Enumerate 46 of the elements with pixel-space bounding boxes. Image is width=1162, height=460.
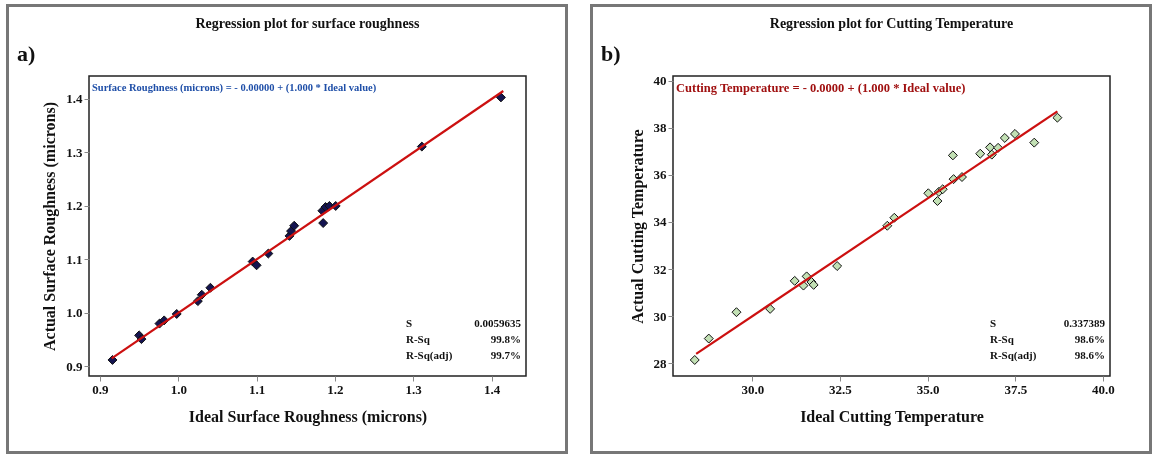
x-axis-title: Ideal Surface Roughness (microns) — [188, 407, 428, 426]
chart-title: Regression plot for Cutting Temperature — [769, 16, 1014, 31]
x-tick-label: 40.0 — [1092, 381, 1115, 397]
y-tick-label: 38 — [653, 120, 667, 136]
x-tick-label: 37.5 — [1004, 381, 1028, 397]
annotation: S — [990, 317, 997, 329]
y-tick-label: 1.4 — [66, 91, 83, 107]
annotation: Surface Roughness (microns) = - 0.00000 + (1.000 * Ideal value) — [92, 82, 377, 94]
x-tick-label: 1.2 — [327, 381, 344, 397]
y-axis-title: Actual Surface Roughness (microns) — [41, 101, 60, 352]
annotation: 0.337389 — [1063, 317, 1106, 329]
annotation: 98.6% — [1074, 349, 1105, 361]
annotation: R-Sq — [406, 333, 431, 345]
y-tick-label: 1.3 — [66, 144, 83, 160]
x-tick-label: 0.9 — [92, 381, 110, 397]
x-tick-label: 30.0 — [741, 381, 765, 397]
y-tick-label: 0.9 — [66, 358, 83, 374]
annotation: R-Sq(adj) — [406, 349, 453, 362]
y-tick-label: 36 — [653, 167, 667, 183]
text: a) — [17, 41, 36, 66]
y-tick-label: 30 — [653, 308, 667, 324]
y-tick-label: 34 — [653, 214, 667, 230]
x-tick-label: 1.0 — [170, 381, 187, 397]
y-tick-label: 40 — [653, 73, 667, 89]
annotation: 98.6% — [1074, 333, 1105, 345]
x-tick-label: 1.1 — [248, 381, 266, 397]
x-axis-title: Ideal Cutting Temperature — [800, 407, 984, 426]
annotation: R-Sq(adj) — [990, 349, 1037, 362]
annotation: 99.7% — [490, 349, 521, 361]
x-tick-label: 1.3 — [405, 381, 423, 397]
annotation: 99.8% — [490, 333, 521, 345]
text: b) — [601, 41, 621, 66]
annotation: R-Sq — [990, 333, 1015, 345]
annotation: 0.0059635 — [474, 317, 522, 329]
y-tick-label: 32 — [653, 261, 667, 277]
y-axis-title: Actual Cutting Temperature — [628, 129, 647, 324]
x-tick-label: 35.0 — [916, 381, 940, 397]
annotation: Cutting Temperature = - 0.0000 + (1.000 * Ideal value) — [676, 81, 966, 95]
annotation: S — [406, 317, 413, 329]
x-tick-label: 32.5 — [829, 381, 853, 397]
y-tick-label: 1.2 — [66, 198, 83, 214]
x-tick-label: 1.4 — [483, 381, 501, 397]
y-tick-label: 28 — [653, 355, 667, 371]
chart-title: Regression plot for surface roughness — [195, 16, 421, 31]
y-tick-label: 1.1 — [66, 251, 83, 267]
y-tick-label: 1.0 — [66, 305, 83, 321]
